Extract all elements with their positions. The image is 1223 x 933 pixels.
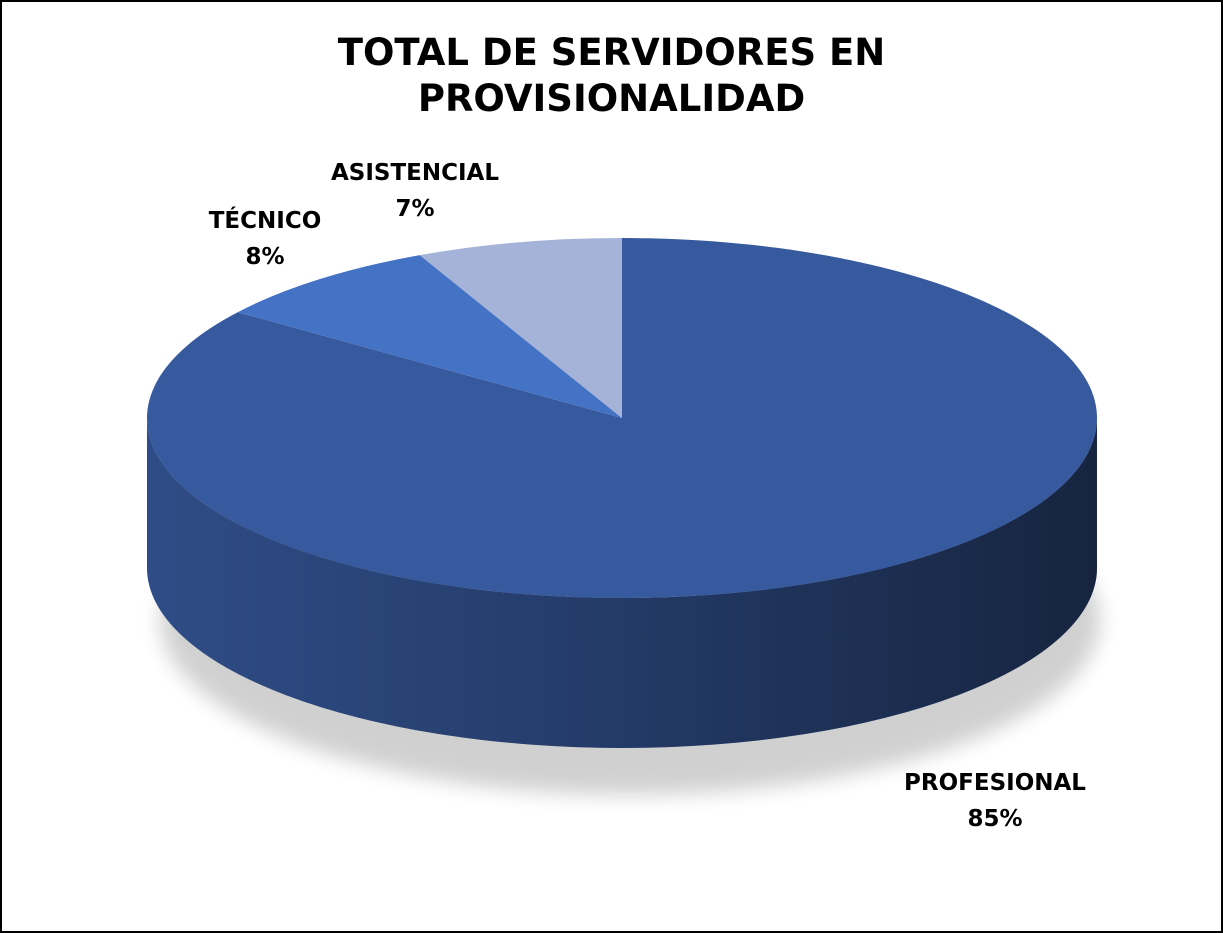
pie-side-shade [147,418,1097,748]
data-label-value: 7% [395,196,434,222]
data-label-value: 8% [245,244,284,270]
data-label-category: PROFESIONAL [904,770,1086,796]
pie-slice [419,238,622,418]
data-label-category: TÉCNICO [209,206,322,234]
pie-slice [237,255,623,418]
data-label-value: 85% [967,806,1022,832]
chart-title: TOTAL DE SERVIDORES EN PROVISIONALIDAD [337,31,886,120]
data-label-category: ASISTENCIAL [331,160,499,186]
